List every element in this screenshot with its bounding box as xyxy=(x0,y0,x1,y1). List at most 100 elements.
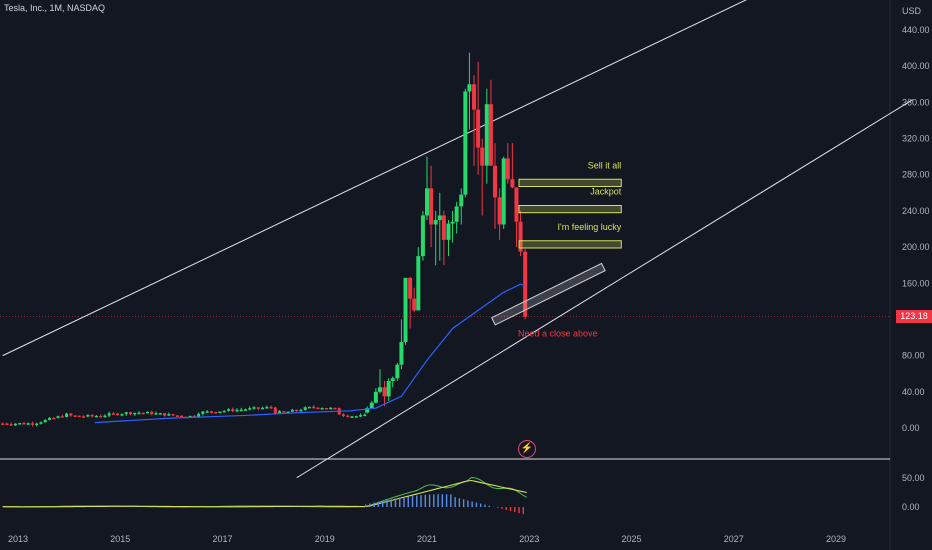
candle xyxy=(65,413,69,417)
x-tick-label: 2019 xyxy=(315,534,335,544)
candle xyxy=(252,407,256,409)
candle xyxy=(26,423,30,425)
y-tick-label: 360.00 xyxy=(902,97,930,107)
moving-average-line xyxy=(94,283,526,424)
candle xyxy=(412,298,417,311)
y-tick-label: 240.00 xyxy=(902,206,930,216)
candle xyxy=(133,412,137,415)
candle xyxy=(329,407,333,410)
candle xyxy=(226,409,230,411)
x-tick-label: 2017 xyxy=(212,534,232,544)
candle xyxy=(395,364,400,379)
x-tick-label: 2021 xyxy=(417,534,437,544)
candle xyxy=(333,407,337,410)
candle xyxy=(437,215,442,220)
chart-title: Tesla, Inc., 1M, NASDAQ xyxy=(4,3,106,13)
candle xyxy=(408,277,413,299)
channel-lower-line[interactable] xyxy=(296,99,913,479)
candle xyxy=(359,415,363,417)
candle xyxy=(141,412,145,415)
last-price-tag: 123.18 xyxy=(896,310,932,323)
candle xyxy=(369,402,374,409)
candle xyxy=(218,411,222,414)
candle xyxy=(341,414,345,417)
candle xyxy=(290,409,294,412)
candle xyxy=(244,409,248,411)
candle xyxy=(346,415,350,418)
need-close-annotation: Need a close above xyxy=(518,329,598,339)
candle xyxy=(484,104,489,166)
candle xyxy=(73,415,77,417)
target-zone-label: I'm feeling lucky xyxy=(558,222,622,232)
oscillator-slow-line xyxy=(2,479,527,508)
candle xyxy=(150,411,154,415)
target-zone[interactable] xyxy=(518,204,622,214)
candle xyxy=(197,413,201,418)
candle xyxy=(154,413,158,415)
candle xyxy=(158,413,162,415)
candle xyxy=(256,407,260,409)
lightning-icon[interactable]: ⚡ xyxy=(518,440,536,458)
candle xyxy=(303,407,307,410)
candle xyxy=(48,417,52,420)
candle xyxy=(124,412,128,415)
candle xyxy=(420,215,425,257)
need-close-box[interactable] xyxy=(491,262,606,326)
osc-y-tick-label: 0.00 xyxy=(902,502,920,512)
x-tick-label: 2015 xyxy=(110,534,130,544)
osc-y-tick-label: 50.00 xyxy=(902,473,925,483)
target-zone-label: Jackpot xyxy=(590,186,622,196)
y-tick-label: 400.00 xyxy=(902,61,930,71)
candle xyxy=(269,406,273,409)
candle xyxy=(52,417,56,420)
candle xyxy=(13,423,17,426)
candle xyxy=(441,215,446,240)
candle xyxy=(188,415,192,418)
candle xyxy=(382,387,387,397)
candle xyxy=(180,415,184,418)
candle xyxy=(377,387,382,392)
candle xyxy=(261,407,265,410)
candle xyxy=(467,84,472,92)
candle xyxy=(90,414,94,417)
candle xyxy=(137,412,141,415)
candle xyxy=(320,408,324,410)
candle xyxy=(1,423,5,425)
target-zone-label: Sell it all xyxy=(588,160,622,170)
candle xyxy=(120,414,124,416)
candle xyxy=(510,179,515,188)
candle xyxy=(273,407,277,414)
y-tick-label: 320.00 xyxy=(902,134,930,144)
candle xyxy=(523,251,528,317)
candle xyxy=(299,409,303,412)
candle xyxy=(116,413,120,415)
candle xyxy=(425,188,429,216)
candle xyxy=(248,408,252,410)
candle xyxy=(488,104,493,166)
candle xyxy=(433,219,438,225)
candle xyxy=(454,206,459,222)
target-zone[interactable] xyxy=(518,240,622,249)
candle xyxy=(514,187,519,222)
candle xyxy=(416,256,421,311)
candle xyxy=(463,91,468,195)
candle xyxy=(205,411,209,413)
candle xyxy=(192,415,196,418)
candle xyxy=(43,419,47,423)
candle xyxy=(30,423,34,425)
candle xyxy=(365,408,370,413)
candle xyxy=(60,416,64,418)
candle xyxy=(9,424,13,426)
candle xyxy=(94,415,98,418)
candle xyxy=(107,413,111,416)
candle xyxy=(86,414,90,417)
candle xyxy=(497,197,502,225)
channel-upper-line[interactable] xyxy=(2,0,765,357)
candle xyxy=(472,84,477,110)
candle xyxy=(239,409,243,412)
target-zone[interactable] xyxy=(518,178,622,187)
candle xyxy=(128,412,132,415)
candle xyxy=(22,423,26,425)
candle xyxy=(286,411,290,414)
